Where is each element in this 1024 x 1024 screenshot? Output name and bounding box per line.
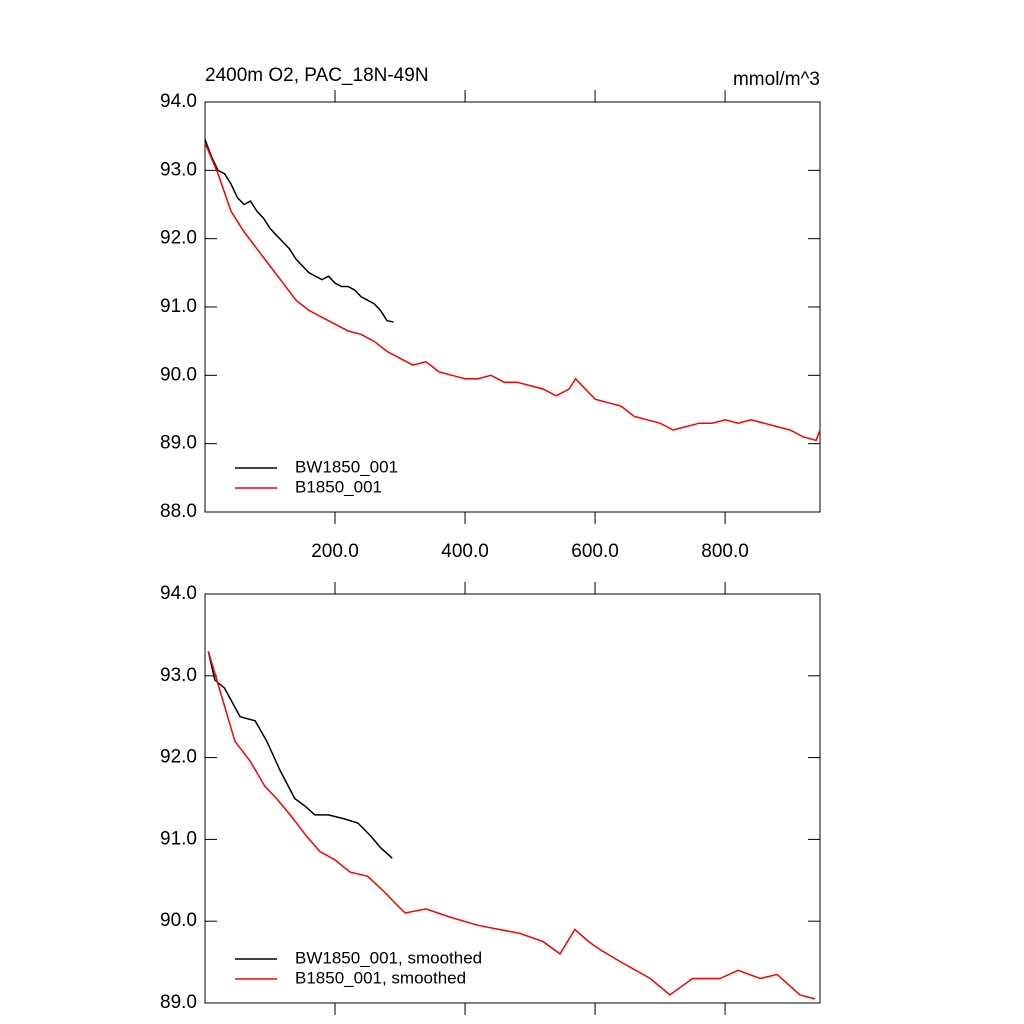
- legend-label: BW1850_001, smoothed: [295, 948, 482, 967]
- y-tick-label: 90.0: [160, 910, 197, 931]
- legend-label: B1850_001, smoothed: [295, 968, 466, 987]
- chart-title: 2400m O2, PAC_18N-49N: [205, 65, 429, 86]
- y-tick-label: 93.0: [160, 665, 197, 686]
- x-tick-label: 200.0: [311, 541, 359, 562]
- y-tick-label: 90.0: [160, 364, 197, 385]
- data-line: [207, 651, 393, 859]
- data-line: [204, 142, 821, 442]
- legend-label: B1850_001: [295, 477, 382, 496]
- x-tick-label: 800.0: [701, 541, 749, 562]
- y-tick-label: 89.0: [160, 433, 197, 454]
- y-tick-label: 91.0: [160, 828, 197, 849]
- y-tick-label: 92.0: [160, 228, 197, 249]
- y-tick-label: 88.0: [160, 501, 197, 522]
- plot-frame: [204, 101, 821, 513]
- legend-label: BW1850_001: [295, 457, 398, 476]
- units-label: mmol/m^3: [733, 69, 820, 90]
- y-tick-label: 94.0: [160, 91, 197, 112]
- y-tick-label: 92.0: [160, 747, 197, 768]
- y-tick-label: 91.0: [160, 296, 197, 317]
- y-tick-label: 94.0: [160, 583, 197, 604]
- data-line: [204, 139, 394, 323]
- x-tick-label: 600.0: [571, 541, 619, 562]
- x-tick-label: 400.0: [441, 541, 489, 562]
- data-line: [207, 651, 815, 1000]
- y-tick-label: 89.0: [160, 992, 197, 1013]
- plot-frame: [204, 593, 821, 1004]
- y-tick-label: 93.0: [160, 159, 197, 180]
